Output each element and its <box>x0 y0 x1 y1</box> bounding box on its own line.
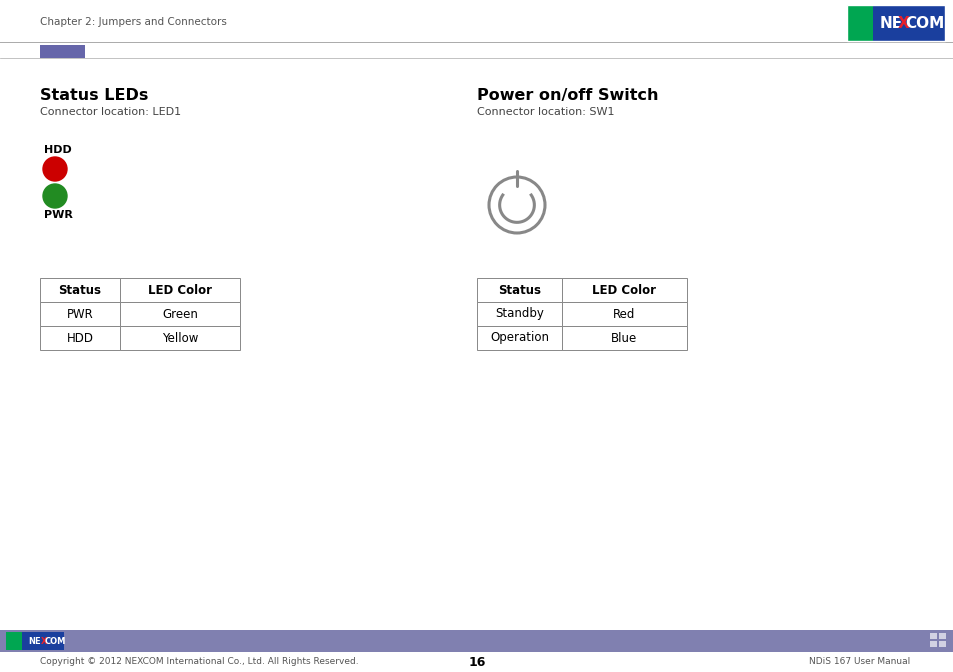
Text: Green: Green <box>162 308 197 321</box>
FancyBboxPatch shape <box>40 278 120 302</box>
Text: Status: Status <box>497 284 540 296</box>
FancyBboxPatch shape <box>40 302 120 326</box>
FancyBboxPatch shape <box>476 326 561 350</box>
Text: Power on/off Switch: Power on/off Switch <box>476 88 658 103</box>
FancyBboxPatch shape <box>120 326 240 350</box>
Text: LED Color: LED Color <box>592 284 656 296</box>
Text: Connector location: SW1: Connector location: SW1 <box>476 107 614 117</box>
FancyBboxPatch shape <box>929 633 936 639</box>
Text: COM: COM <box>904 15 943 30</box>
Text: NE: NE <box>29 636 41 646</box>
Circle shape <box>43 184 67 208</box>
FancyBboxPatch shape <box>846 5 872 41</box>
FancyBboxPatch shape <box>476 302 561 326</box>
Text: X: X <box>897 15 909 30</box>
FancyBboxPatch shape <box>40 45 85 58</box>
Text: Standby: Standby <box>495 308 543 321</box>
Circle shape <box>43 157 67 181</box>
FancyBboxPatch shape <box>938 641 945 647</box>
Text: Connector location: LED1: Connector location: LED1 <box>40 107 181 117</box>
Text: Yellow: Yellow <box>162 331 198 345</box>
Text: Status LEDs: Status LEDs <box>40 88 149 103</box>
FancyBboxPatch shape <box>476 278 561 302</box>
FancyBboxPatch shape <box>561 326 686 350</box>
Text: X: X <box>41 636 48 646</box>
Text: PWR: PWR <box>67 308 93 321</box>
FancyBboxPatch shape <box>938 633 945 639</box>
Text: Status: Status <box>58 284 101 296</box>
FancyBboxPatch shape <box>6 632 22 650</box>
Text: NDiS 167 User Manual: NDiS 167 User Manual <box>808 657 909 667</box>
FancyBboxPatch shape <box>120 302 240 326</box>
Text: Operation: Operation <box>490 331 548 345</box>
Text: Red: Red <box>613 308 635 321</box>
FancyBboxPatch shape <box>120 278 240 302</box>
Text: 16: 16 <box>468 655 485 669</box>
FancyBboxPatch shape <box>0 630 953 652</box>
FancyBboxPatch shape <box>561 278 686 302</box>
Text: HDD: HDD <box>44 145 71 155</box>
FancyBboxPatch shape <box>6 632 64 650</box>
FancyBboxPatch shape <box>929 641 936 647</box>
FancyBboxPatch shape <box>40 326 120 350</box>
Text: COM: COM <box>44 636 66 646</box>
FancyBboxPatch shape <box>846 5 944 41</box>
Text: Copyright © 2012 NEXCOM International Co., Ltd. All Rights Reserved.: Copyright © 2012 NEXCOM International Co… <box>40 657 358 667</box>
Text: Chapter 2: Jumpers and Connectors: Chapter 2: Jumpers and Connectors <box>40 17 227 27</box>
FancyBboxPatch shape <box>561 302 686 326</box>
Text: PWR: PWR <box>44 210 72 220</box>
Text: LED Color: LED Color <box>148 284 212 296</box>
Text: HDD: HDD <box>67 331 93 345</box>
Text: Blue: Blue <box>611 331 637 345</box>
Text: NE: NE <box>879 15 902 30</box>
